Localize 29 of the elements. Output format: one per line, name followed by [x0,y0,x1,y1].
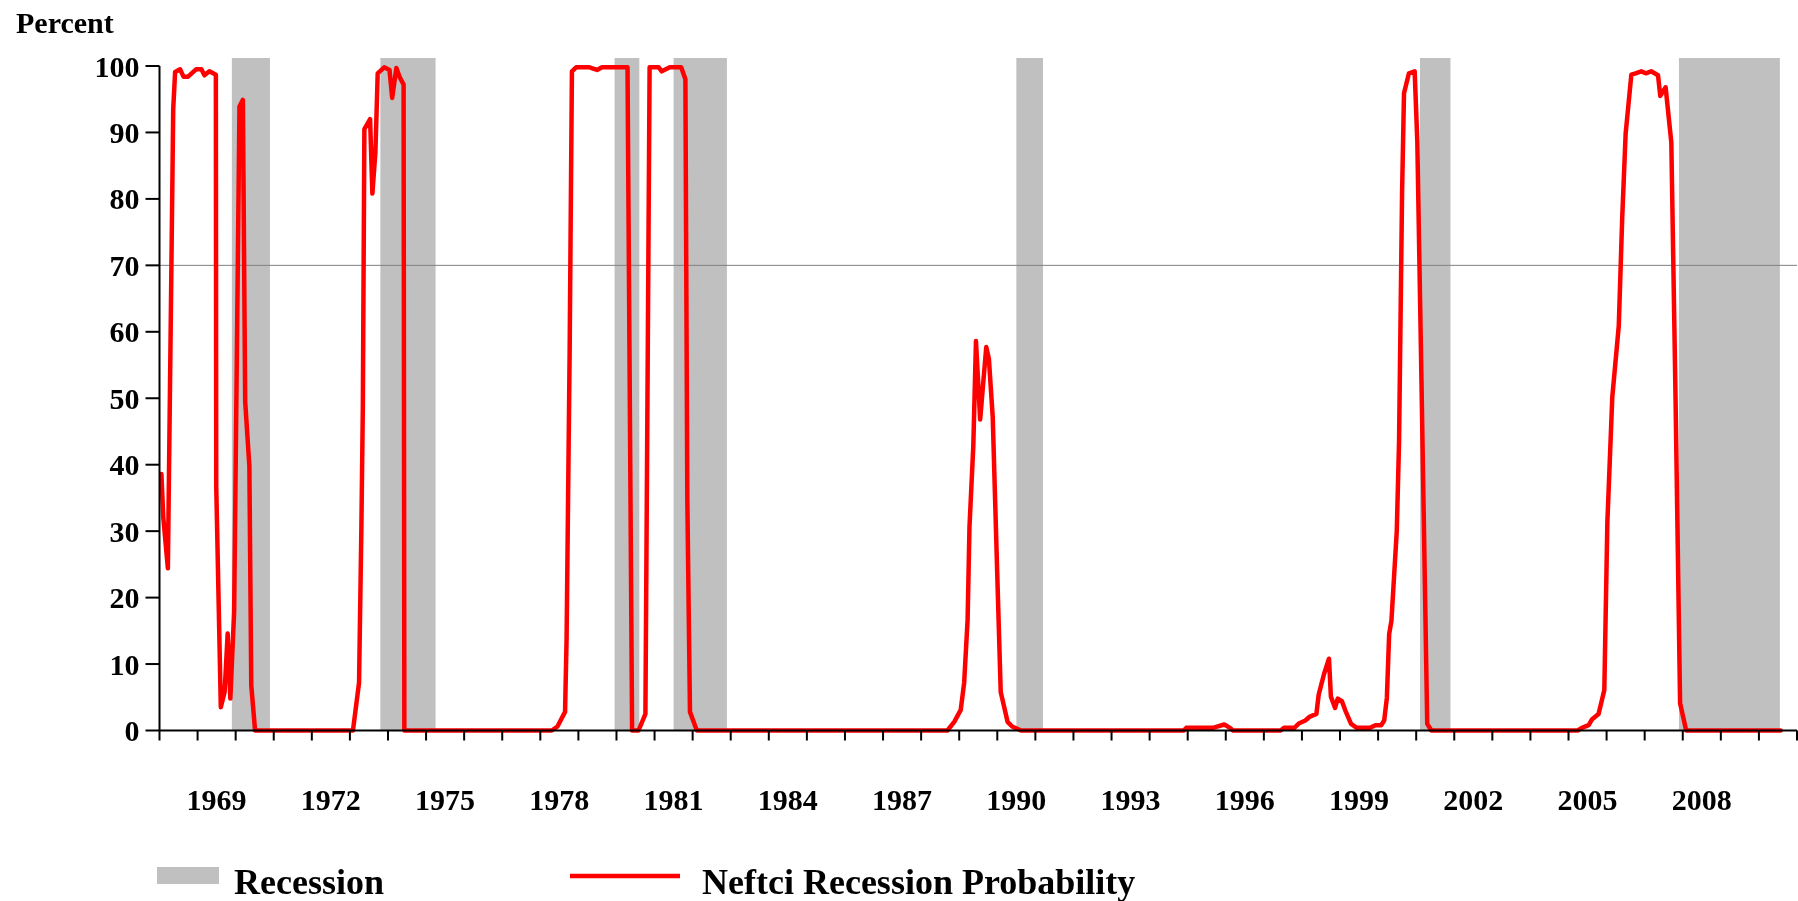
y-tick-label: 60 [109,315,140,349]
y-tick-label: 70 [109,248,140,282]
x-tick-label: 1981 [643,782,704,816]
x-tick-label: 2008 [1671,782,1732,816]
x-tick-label: 1999 [1329,782,1390,816]
y-tick-label: 10 [109,647,140,681]
y-tick-label: 90 [109,115,140,149]
y-tick-label: 0 [124,714,140,747]
x-tick-label: 1990 [986,782,1047,816]
y-tick-label: 100 [94,49,140,83]
y-axis-title: Percent [16,6,114,39]
x-tick-label: 2005 [1557,782,1618,816]
x-tick-label: 1975 [415,782,476,816]
x-tick-label: 1969 [186,782,247,816]
y-tick-label: 40 [109,448,140,482]
y-tick-label: 20 [109,581,140,615]
x-tick-label: 1987 [872,782,933,816]
line-series [159,65,1783,733]
y-tick-label: 50 [109,381,140,415]
x-tick-label: 1993 [1100,782,1161,816]
x-tick-label: 1972 [300,782,361,816]
x-tick-label: 1996 [1214,782,1275,816]
legend-label: Neftci Recession Probability [702,861,1136,901]
x-tick-label: 2002 [1443,782,1504,816]
y-tick-label: 30 [109,514,140,548]
x-tick-label: 1984 [757,782,818,816]
x-tick-label: 1978 [529,782,590,816]
y-tick-label: 80 [109,182,140,216]
legend-label: Recession [234,861,384,901]
